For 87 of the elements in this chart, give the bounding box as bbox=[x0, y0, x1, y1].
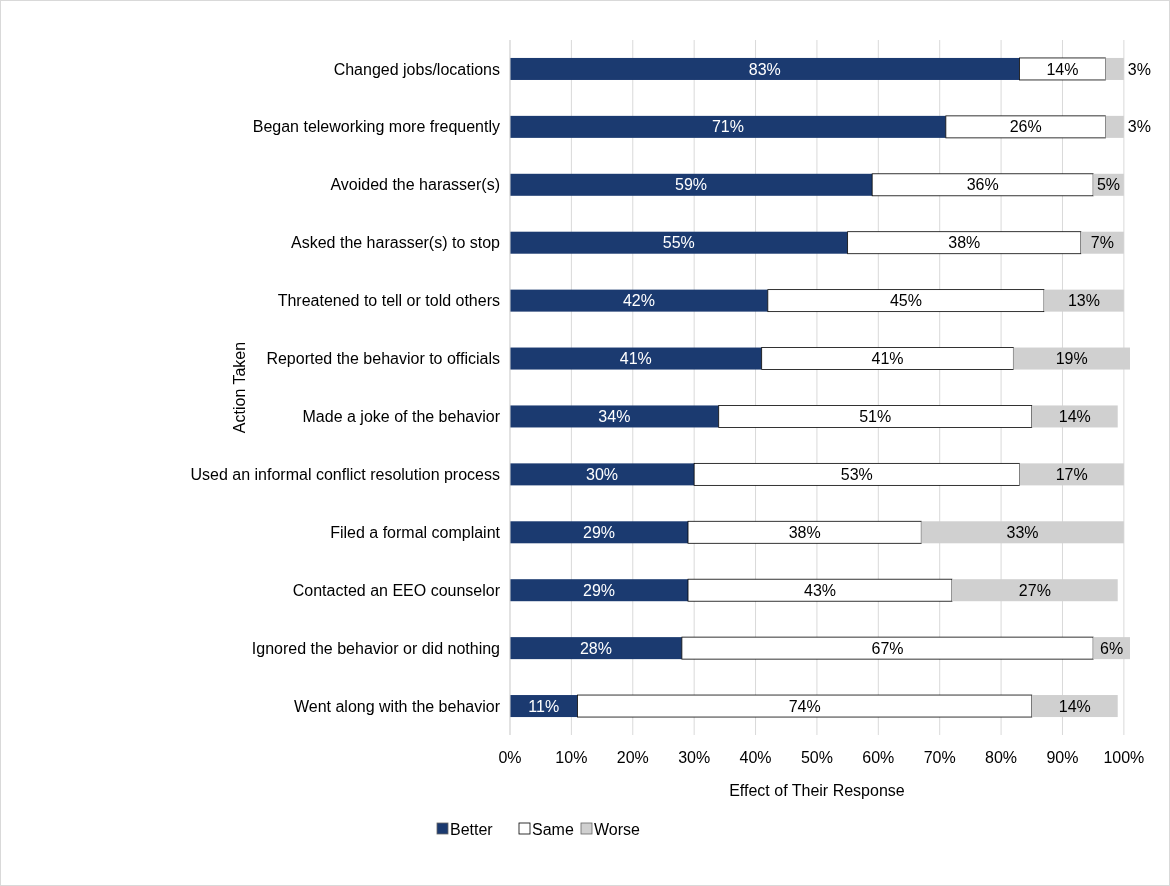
bar bbox=[871, 173, 1094, 197]
x-tick-label: 20% bbox=[616, 749, 649, 766]
bar bbox=[718, 405, 1033, 428]
bar bbox=[687, 578, 953, 602]
data-label: 51% bbox=[859, 408, 892, 426]
data-label: 28% bbox=[579, 639, 612, 657]
bar bbox=[510, 231, 848, 254]
data-label: 11% bbox=[528, 697, 560, 715]
y-tick-label: Avoided the harasser(s) bbox=[330, 176, 500, 194]
data-label: 33% bbox=[1006, 523, 1039, 541]
data-label: 45% bbox=[889, 292, 922, 310]
bar bbox=[510, 637, 682, 660]
data-label: 14% bbox=[1058, 697, 1091, 715]
bar bbox=[687, 520, 922, 544]
legend-label: Worse bbox=[594, 820, 641, 838]
data-label: 53% bbox=[840, 465, 873, 483]
bar bbox=[693, 462, 1020, 486]
data-label: 71% bbox=[711, 118, 744, 136]
bar bbox=[847, 231, 1082, 255]
x-tick-label: 100% bbox=[1103, 749, 1145, 766]
bar bbox=[510, 57, 1020, 80]
bar bbox=[681, 636, 1094, 660]
bar bbox=[510, 579, 689, 602]
data-label: 67% bbox=[871, 639, 904, 657]
y-tick-label: Threatened to tell or told others bbox=[277, 292, 500, 310]
bar bbox=[510, 347, 762, 370]
x-tick-label: 10% bbox=[555, 749, 588, 766]
data-label: 41% bbox=[619, 350, 652, 368]
legend-label: Same bbox=[532, 820, 574, 838]
data-label: 29% bbox=[582, 581, 616, 599]
data-label: 14% bbox=[1046, 60, 1079, 78]
data-label: 5% bbox=[1096, 176, 1121, 194]
bar bbox=[1019, 57, 1106, 81]
data-label: 17% bbox=[1055, 465, 1088, 483]
data-label: 27% bbox=[1018, 581, 1051, 599]
y-tick-label: Went along with the behavior bbox=[293, 697, 501, 715]
data-label: 43% bbox=[803, 581, 837, 599]
bar bbox=[577, 694, 1033, 718]
data-label: 19% bbox=[1055, 350, 1088, 368]
bar bbox=[510, 289, 768, 312]
data-label: 55% bbox=[662, 234, 695, 252]
x-tick-label: 90% bbox=[1046, 749, 1079, 766]
y-tick-label: Reported the behavior to officials bbox=[266, 350, 500, 368]
y-tick-label: Began teleworking more frequently bbox=[252, 118, 500, 136]
y-tick-label: Asked the harasser(s) to stop bbox=[291, 234, 501, 252]
bar bbox=[510, 463, 695, 486]
bar bbox=[767, 289, 1045, 313]
bar bbox=[510, 115, 946, 138]
x-tick-label: 30% bbox=[678, 749, 711, 766]
x-tick-label: 70% bbox=[923, 749, 956, 766]
y-tick-label: Filed a formal complaint bbox=[330, 523, 501, 541]
data-label: 41% bbox=[871, 350, 904, 368]
data-label: 29% bbox=[582, 523, 616, 541]
x-tick-label: 0% bbox=[498, 749, 522, 766]
y-tick-label: Changed jobs/locations bbox=[333, 60, 500, 78]
data-label: 36% bbox=[966, 176, 999, 194]
bar bbox=[510, 521, 689, 544]
x-tick-label: 40% bbox=[739, 749, 772, 766]
data-label: 6% bbox=[1100, 639, 1124, 657]
bar bbox=[510, 405, 719, 428]
data-label: 38% bbox=[948, 234, 981, 252]
data-label: 3% bbox=[1127, 118, 1151, 136]
data-label: 83% bbox=[748, 60, 781, 78]
x-tick-label: 80% bbox=[985, 749, 1018, 766]
data-label: 26% bbox=[1009, 118, 1042, 136]
bar bbox=[510, 173, 873, 196]
data-label: 42% bbox=[622, 292, 655, 310]
y-tick-label: Contacted an EEO counselor bbox=[292, 581, 501, 599]
data-label: 30% bbox=[586, 465, 619, 483]
bar bbox=[945, 115, 1106, 139]
data-label: 7% bbox=[1090, 234, 1114, 252]
y-axis-title: Action Taken bbox=[231, 341, 248, 434]
data-label: 59% bbox=[675, 176, 708, 194]
data-label: 14% bbox=[1058, 408, 1091, 426]
data-label: 74% bbox=[788, 697, 821, 715]
x-axis-title: Effect of Their Response bbox=[729, 782, 905, 799]
y-tick-label: Made a joke of the behavior bbox=[302, 408, 501, 426]
x-tick-label: 50% bbox=[800, 749, 833, 766]
y-tick-label: Ignored the behavior or did nothing bbox=[251, 639, 500, 657]
bar bbox=[761, 347, 1014, 370]
legend-label: Better bbox=[450, 820, 494, 838]
data-label: 3% bbox=[1127, 60, 1151, 78]
data-label: 13% bbox=[1067, 292, 1100, 310]
data-label: 34% bbox=[598, 408, 631, 426]
data-label: 38% bbox=[788, 523, 821, 541]
x-tick-label: 60% bbox=[862, 749, 895, 766]
y-tick-label: Used an informal conflict resolution process bbox=[190, 465, 500, 483]
